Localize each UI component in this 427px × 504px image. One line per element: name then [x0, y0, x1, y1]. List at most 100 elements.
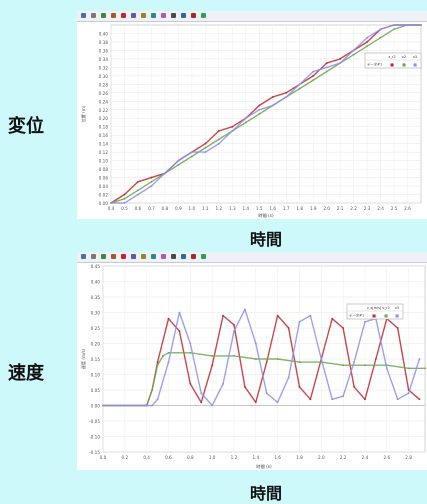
blue-data-point [379, 28, 382, 31]
blue-data-point [102, 404, 104, 407]
red-data-point [211, 364, 214, 367]
x-tick-label: 2.2 [350, 206, 357, 211]
green-data-point [151, 389, 154, 391]
legend-row-label: データ#1 [349, 313, 364, 318]
velocity-label: 速度 [8, 363, 44, 384]
y-tick-label: -0.15 [89, 450, 100, 455]
red-series-line [103, 314, 420, 407]
legend-box[interactable] [346, 303, 404, 320]
red-data-point [285, 91, 288, 94]
red-data-point [156, 361, 159, 363]
x-tick-label: 0.8 [187, 455, 194, 460]
displacement-chart[interactable]: 0.00 0.02 0.04 0.06 0.08 0.10 0.12 0.14 0.16 0.18… [77, 21, 427, 219]
x-tick-label: 1.9 [310, 206, 317, 211]
palette-icon[interactable] [161, 13, 166, 18]
ruler-icon[interactable] [121, 13, 126, 18]
blue-data-point [298, 83, 301, 86]
green-data-point [167, 351, 170, 354]
red-data-point [123, 193, 126, 196]
blue-data-point [243, 308, 246, 311]
chart-icon[interactable] [131, 254, 136, 259]
x-tick-label: 0.7 [148, 206, 155, 211]
zoom-icon[interactable] [101, 254, 106, 259]
red-data-point [374, 358, 377, 360]
x-tick-label: 1.6 [269, 206, 276, 211]
refresh-icon[interactable] [171, 13, 176, 18]
y-tick-label: 0.40 [99, 31, 109, 36]
green-data-point [364, 364, 366, 367]
green-series-line [103, 352, 425, 407]
zoom-icon[interactable] [101, 13, 106, 18]
green-data-point [276, 358, 279, 360]
green-data-point [325, 70, 328, 73]
y-tick-label: 0.00 [91, 404, 101, 409]
green-data-point [137, 189, 139, 192]
x-tick-label: 0.6 [165, 455, 172, 460]
green-data-point [217, 138, 220, 141]
red-data-point [339, 58, 342, 60]
grid-icon[interactable] [91, 254, 96, 259]
fit-icon[interactable] [141, 13, 146, 18]
green-data-point [244, 121, 247, 124]
blue-data-point [123, 202, 126, 204]
fit-icon[interactable] [141, 254, 146, 259]
help-icon[interactable] [191, 13, 196, 18]
blue-legend-marker: ■ [413, 62, 417, 67]
y-tick-label: 0.32 [99, 65, 109, 70]
red-data-point [309, 398, 312, 401]
cursor-icon[interactable] [111, 254, 116, 259]
green-data-point [254, 358, 257, 360]
settings-icon[interactable] [181, 254, 186, 259]
x-tick-label: 2.5 [391, 206, 398, 211]
green-data-point [211, 355, 214, 357]
y-tick-label: 0.05 [91, 388, 101, 393]
red-data-point [231, 125, 234, 128]
red-data-point [204, 142, 207, 145]
blue-data-point [190, 151, 193, 154]
menu-icon[interactable] [81, 254, 86, 259]
y-tick-label: -0.05 [89, 419, 100, 424]
blue-series-line [111, 24, 421, 204]
x-tick-label: 0.4 [143, 455, 150, 460]
color-icon[interactable] [201, 254, 206, 259]
settings-icon[interactable] [181, 13, 186, 18]
legend-box[interactable] [364, 52, 422, 69]
blue-data-point [271, 104, 274, 107]
palette-icon[interactable] [161, 254, 166, 259]
y-tick-label: 0.36 [99, 48, 109, 53]
help-icon[interactable] [191, 254, 196, 259]
red-data-point [366, 41, 368, 43]
displacement-chart-panel: 0.00 0.02 0.04 0.06 0.08 0.10 0.12 0.14 0.16 0.18… [77, 11, 427, 219]
export-icon[interactable] [151, 13, 156, 18]
legend-header: x3 [413, 55, 417, 59]
chart-icon[interactable] [131, 13, 136, 18]
legend-header: v_r2 [382, 306, 389, 310]
grid-icon[interactable] [91, 13, 96, 18]
green-data-point [190, 155, 193, 158]
blue-data-point [309, 314, 312, 317]
red-data-point [276, 314, 279, 317]
blue-data-point [222, 382, 224, 385]
export-icon[interactable] [151, 254, 156, 259]
velocity-chart[interactable]: -0.15 -0.10 -0.05 0.00 0.05 0.10 0.15 0.20 0.25 0… [77, 262, 427, 470]
x-tick-label: 0.0 [100, 455, 107, 460]
color-icon[interactable] [201, 13, 206, 18]
y-axis-label: 速度 (m/s) [80, 348, 87, 369]
menu-icon[interactable] [81, 13, 86, 18]
green-data-point [204, 147, 207, 149]
velocity-chart-panel: -0.15 -0.10 -0.05 0.00 0.05 0.10 0.15 0.20 0.25 0… [77, 252, 427, 470]
red-data-point [312, 74, 315, 77]
green-data-point [312, 79, 315, 81]
cursor-icon[interactable] [111, 13, 116, 18]
green-data-point [366, 45, 368, 48]
red-data-point [342, 327, 345, 329]
y-tick-label: 0.35 [91, 295, 101, 300]
blue-data-point [254, 342, 257, 345]
blue-data-point [396, 398, 399, 401]
ruler-icon[interactable] [121, 254, 126, 259]
red-data-point [178, 330, 181, 332]
legend-header: v3 [395, 306, 399, 310]
refresh-icon[interactable] [171, 254, 176, 259]
red-data-point [396, 327, 399, 329]
y-tick-label: 0.18 [99, 125, 109, 130]
